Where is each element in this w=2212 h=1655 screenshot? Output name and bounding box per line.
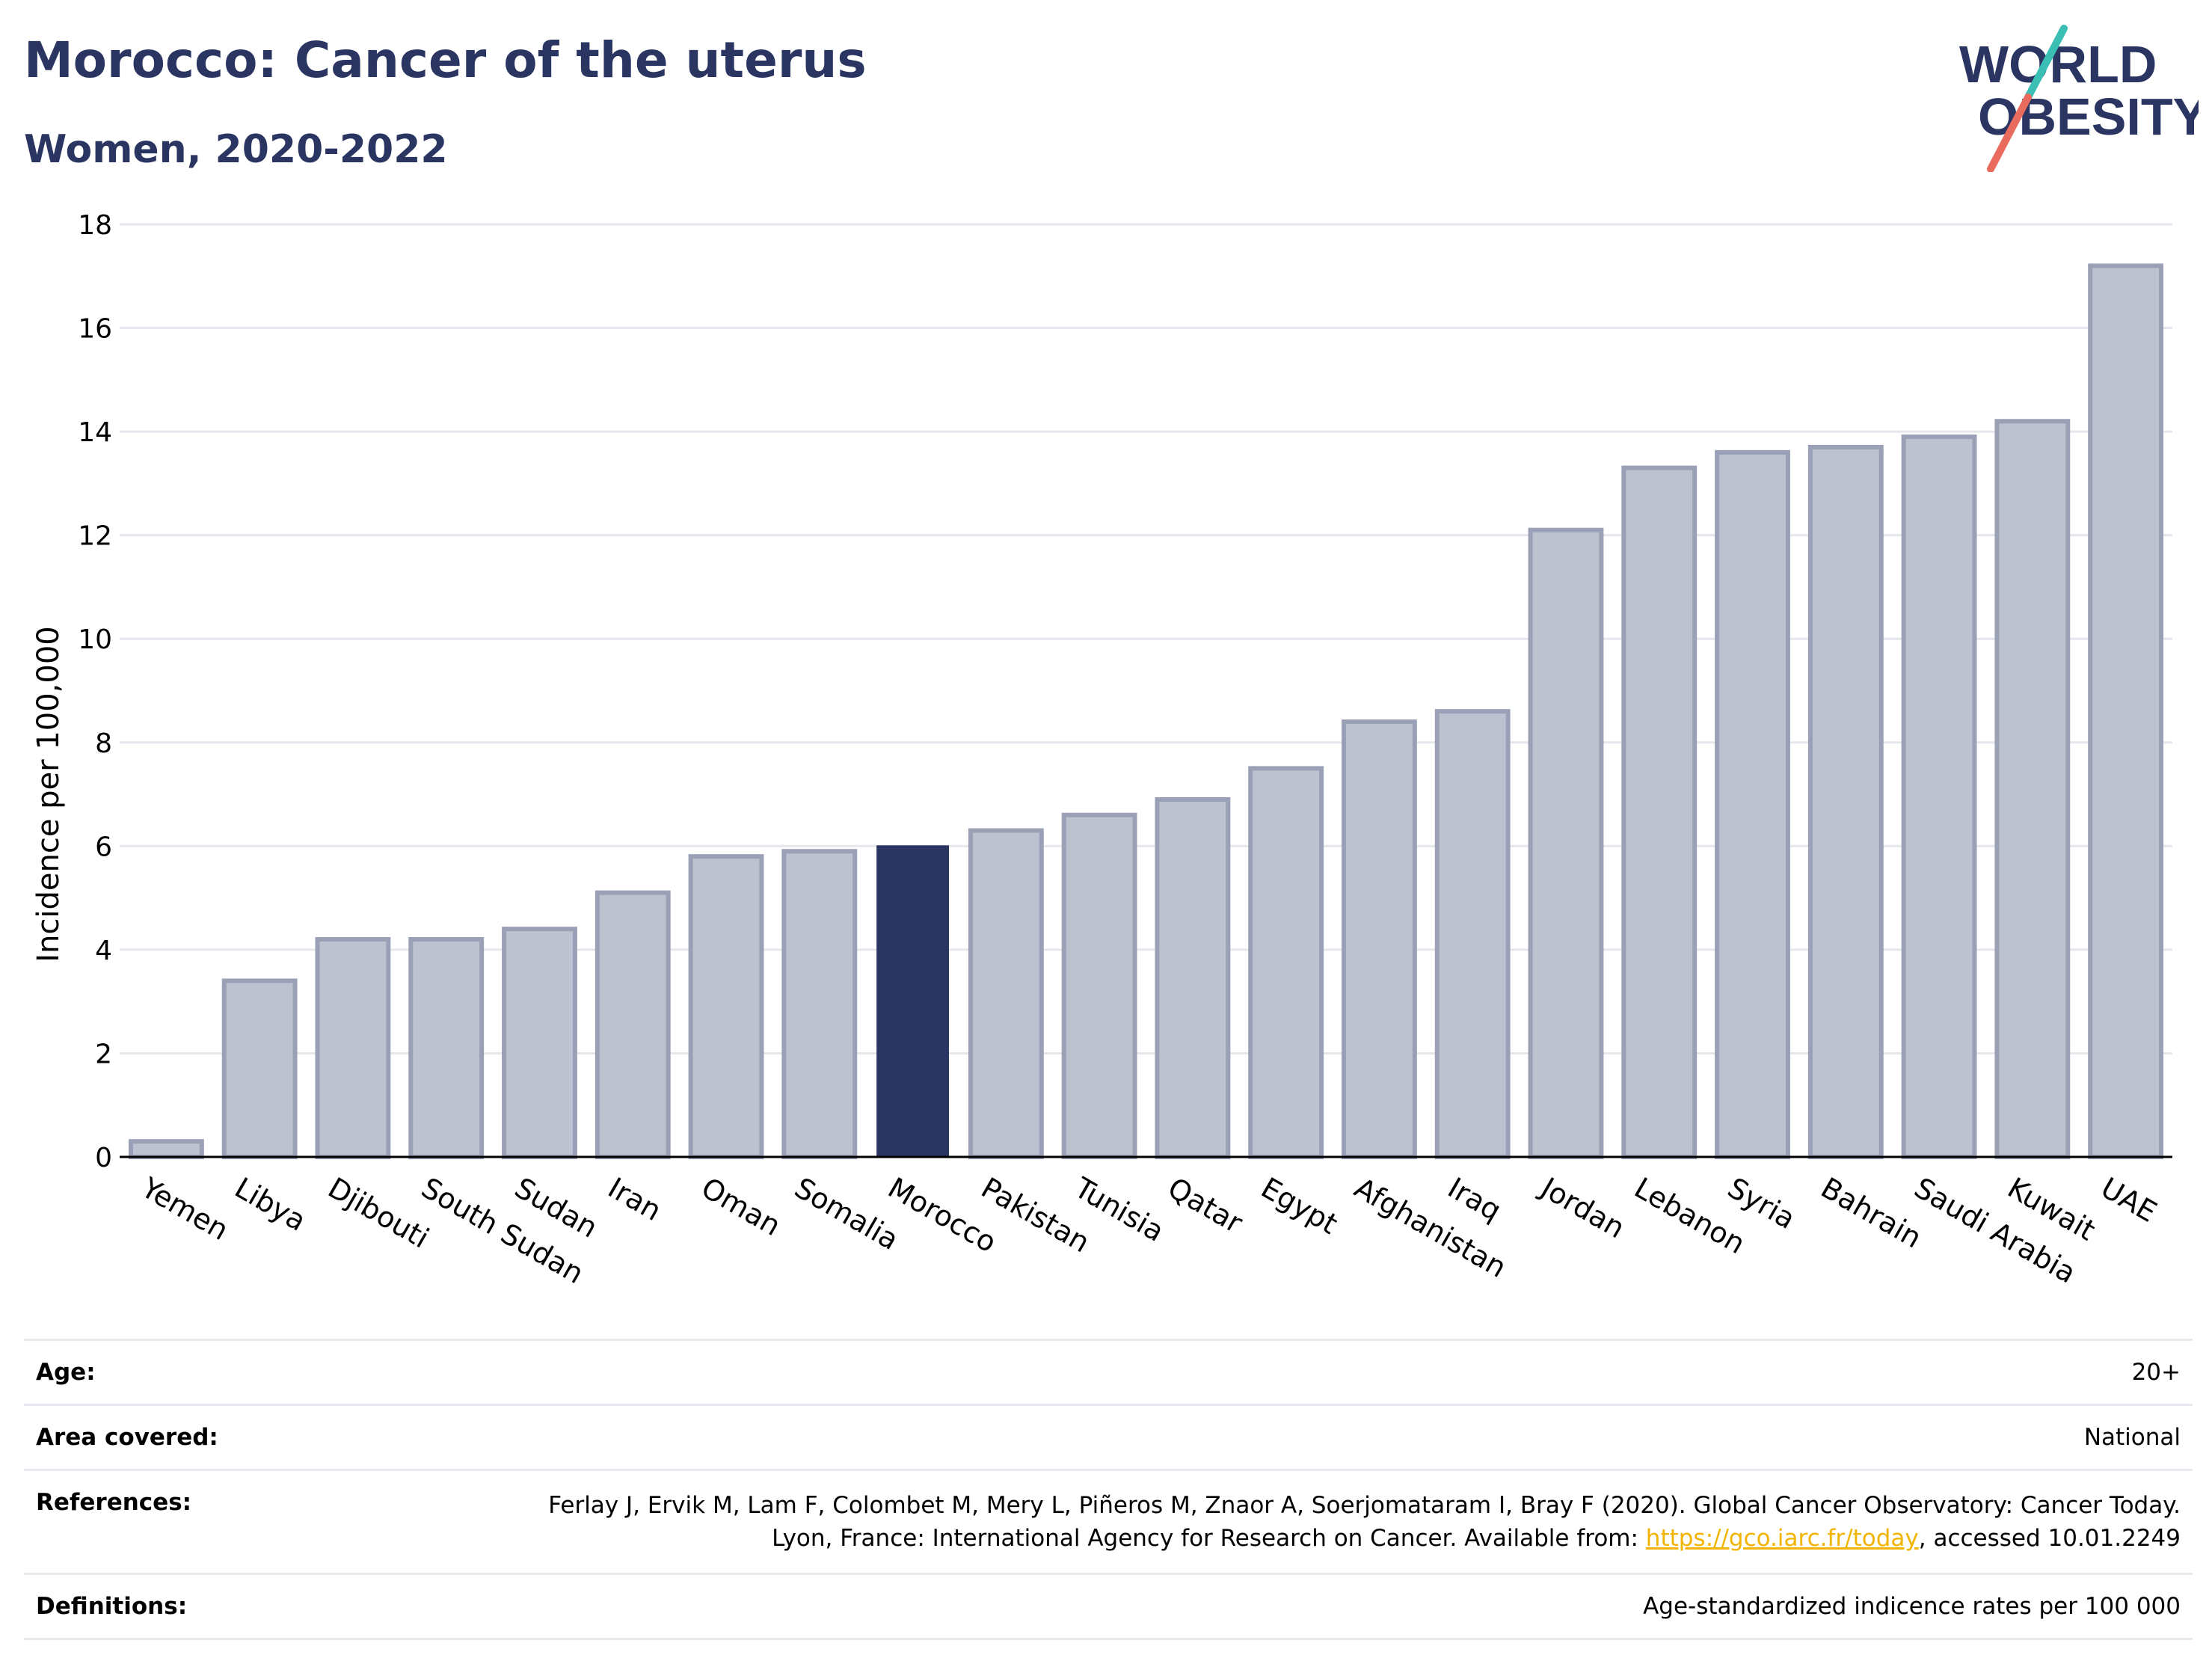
y-tick-label: 18 (78, 210, 112, 241)
references-label: References: (36, 1489, 192, 1516)
page-title: Morocco: Cancer of the uterus (24, 31, 867, 89)
page-subtitle: Women, 2020-2022 (24, 127, 448, 172)
bar-somalia (781, 849, 858, 1159)
y-tick-label: 6 (95, 832, 112, 862)
y-tick-label: 8 (95, 728, 112, 759)
age-value: 20+ (2131, 1359, 2181, 1386)
bar-south-sudan (408, 937, 485, 1159)
x-tick-label: Somalia (789, 1171, 904, 1256)
x-tick-label: Oman (696, 1171, 787, 1242)
references-link[interactable]: https://gco.iarc.fr/today (1645, 1525, 1919, 1552)
x-tick-label: Djibouti (322, 1171, 434, 1255)
bar-egypt (1248, 766, 1324, 1159)
bars (128, 263, 2164, 1160)
age-label: Age: (36, 1359, 96, 1386)
bar-yemen (128, 1139, 204, 1160)
bar-jordan (1528, 527, 1604, 1159)
logo-slash-teal (2024, 25, 2068, 101)
bar-djibouti (315, 937, 391, 1159)
definitions-value: Age-standardized indicence rates per 100… (1643, 1593, 2181, 1620)
x-tick-label: Bahrain (1816, 1171, 1927, 1255)
bar-lebanon (1621, 465, 1698, 1160)
y-tick-labels: 0 2 4 6 8 10 12 14 16 18 (78, 210, 112, 1173)
x-tick-label: Qatar (1162, 1171, 1248, 1240)
references-accessed: , accessed 10.01.2249 (1918, 1525, 2181, 1552)
x-tick-label: Iran (603, 1171, 667, 1227)
bar-pakistan (968, 828, 1044, 1159)
x-tick-label: UAE (2095, 1171, 2162, 1229)
y-tick-label: 16 (78, 314, 112, 345)
definitions-label: Definitions: (36, 1593, 188, 1620)
references-value: Ferlay J, Ervik M, Lam F, Colombet M, Me… (498, 1489, 2181, 1555)
y-tick-label: 0 (95, 1143, 112, 1173)
x-tick-label: Egypt (1256, 1171, 1343, 1241)
bar-uae (2088, 263, 2164, 1159)
bar-oman (688, 854, 764, 1159)
y-tick-label: 10 (78, 624, 112, 655)
bar-qatar (1155, 796, 1231, 1159)
bar-kuwait (1994, 419, 2071, 1159)
x-tick-label: Libya (230, 1171, 312, 1238)
x-tick-label: Iraq (1443, 1171, 1507, 1227)
metadata-table: Age: 20+ Area covered: National Referenc… (24, 1339, 2193, 1640)
bar-bahrain (1807, 444, 1884, 1159)
world-obesity-logo: WORLD OBESITY (1959, 25, 2199, 172)
x-tick-label: Jordan (1534, 1170, 1630, 1245)
bar-iraq (1434, 709, 1511, 1159)
meta-row-definitions: Definitions: Age-standardized indicence … (24, 1573, 2193, 1640)
bar-morocco (876, 845, 949, 1158)
bar-saudi-arabia (1901, 435, 1977, 1159)
meta-row-age: Age: 20+ (24, 1339, 2193, 1404)
logo-slash-coral (1987, 93, 2032, 172)
bar-tunisia (1061, 812, 1137, 1159)
bar-libya (221, 978, 298, 1160)
bar-sudan (502, 927, 577, 1160)
x-tick-label: Yemen (135, 1170, 234, 1247)
y-tick-label: 14 (78, 417, 112, 448)
area-value: National (2083, 1424, 2181, 1451)
meta-row-references: References: Ferlay J, Ervik M, Lam F, Co… (24, 1469, 2193, 1573)
references-text: Ferlay J, Ervik M, Lam F, Colombet M, Me… (548, 1492, 2181, 1552)
bar-iran (595, 890, 671, 1160)
y-axis-label: Incidence per 100,000 (31, 626, 66, 962)
meta-row-area: Area covered: National (24, 1404, 2193, 1469)
y-tick-label: 2 (95, 1039, 112, 1069)
bar-syria (1715, 449, 1790, 1160)
y-tick-label: 4 (95, 936, 112, 966)
bar-afghanistan (1342, 719, 1417, 1159)
y-tick-label: 12 (78, 521, 112, 552)
area-label: Area covered: (36, 1424, 218, 1451)
